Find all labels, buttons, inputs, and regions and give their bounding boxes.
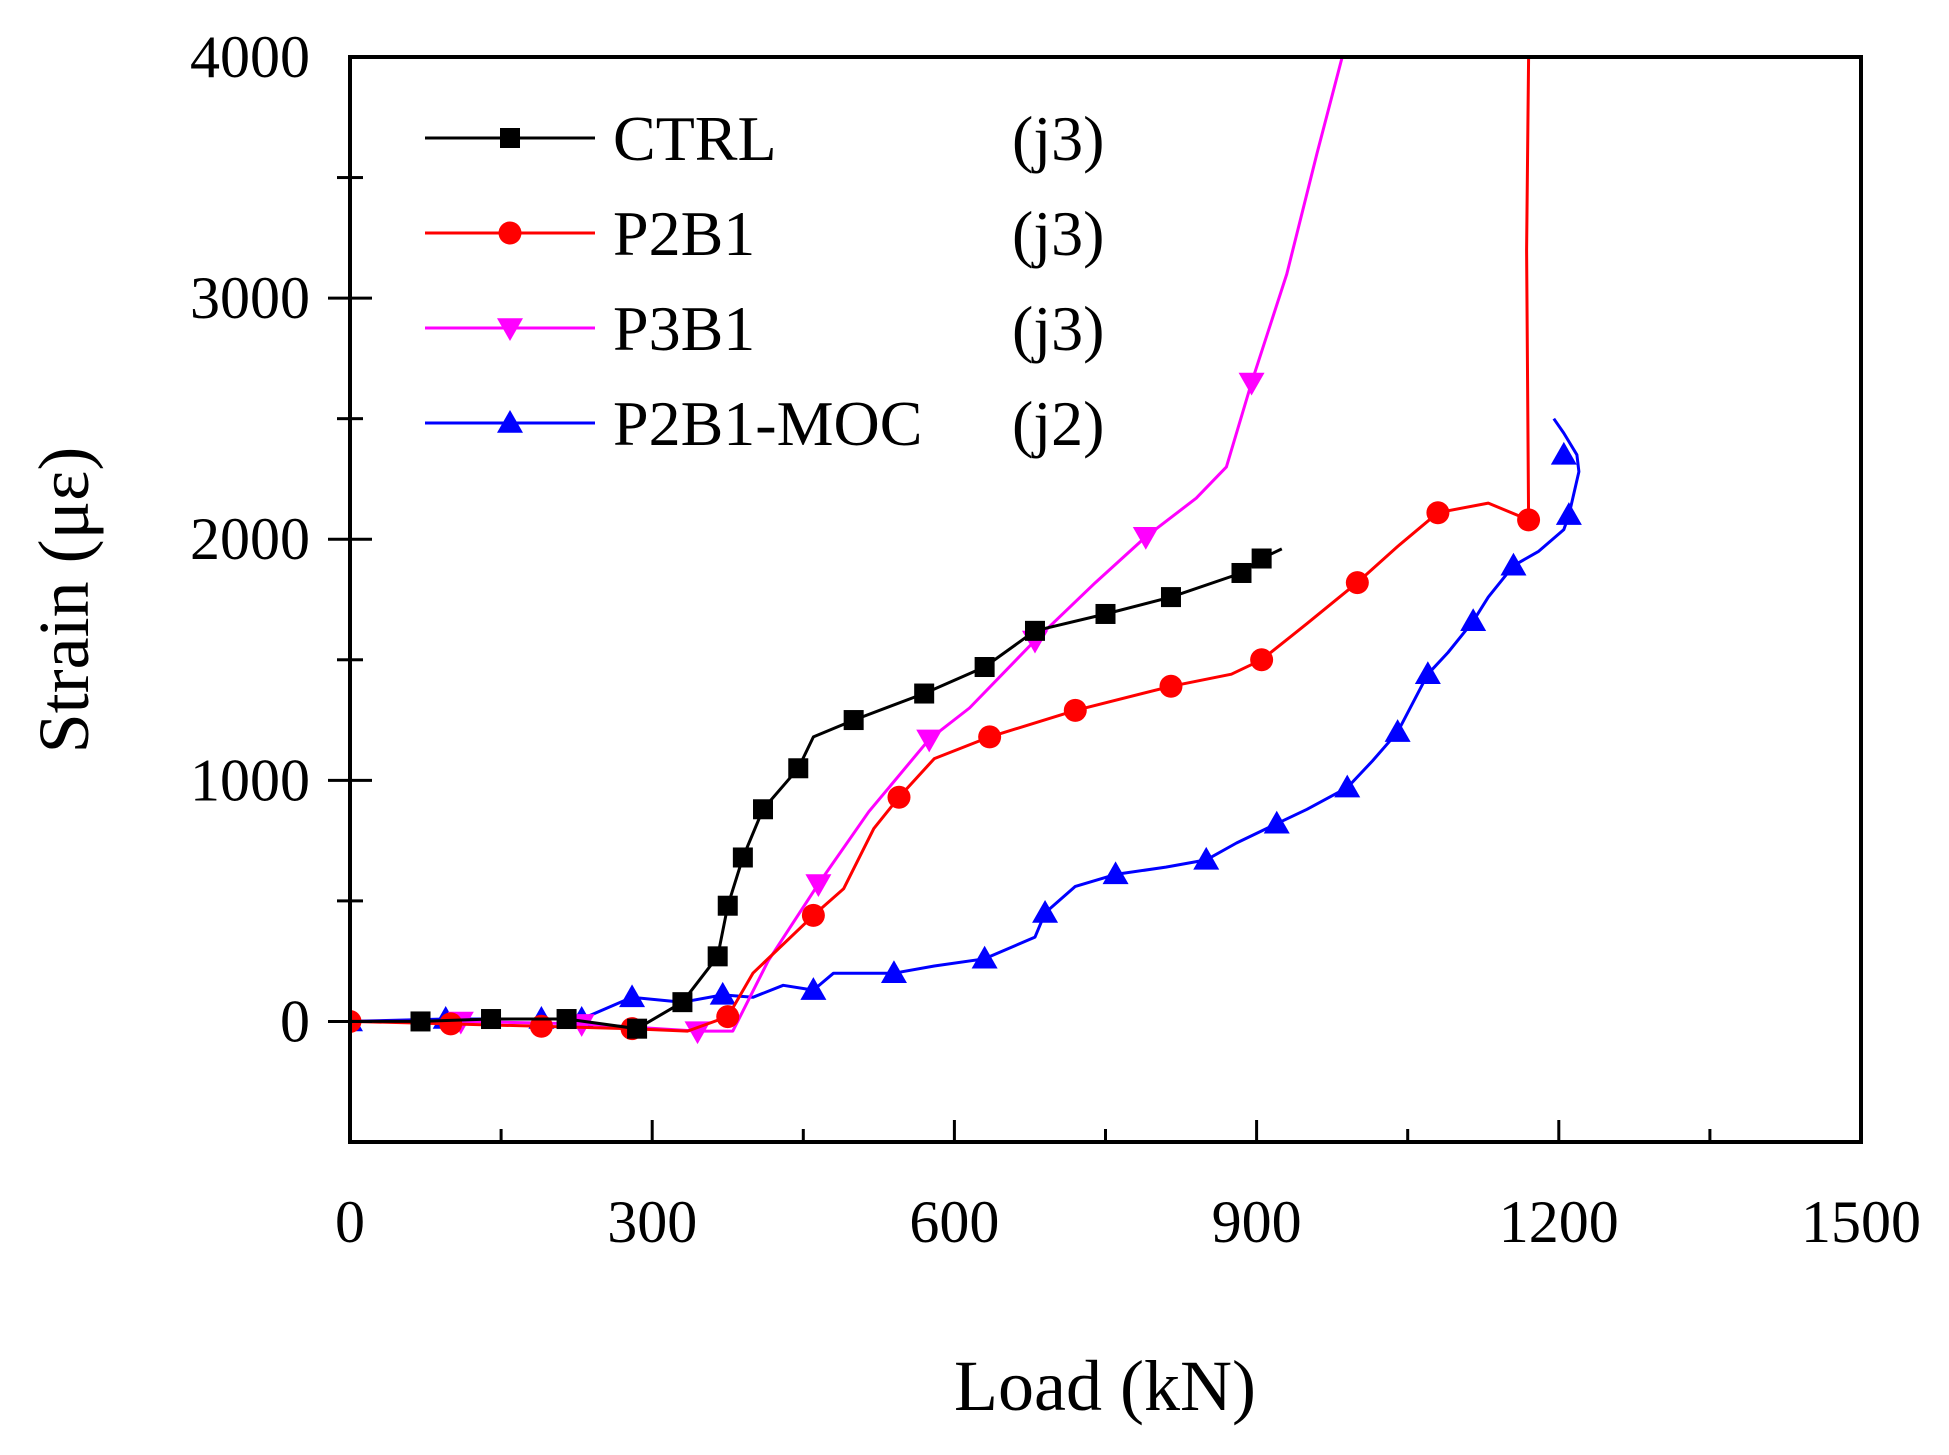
- data-point-p3b1: [1132, 527, 1159, 550]
- data-point-p2b1-moc: [1384, 719, 1411, 742]
- data-point-p3b1: [916, 729, 943, 753]
- data-point-p2b1-moc: [1414, 661, 1441, 684]
- legend-item-ctrl: CTRL (j3): [425, 103, 1104, 174]
- legend-tag: (j3): [1012, 293, 1104, 364]
- data-point-p2b1-moc: [800, 977, 827, 1000]
- x-axis-title: Load (kN): [954, 1346, 1256, 1426]
- x-tick-label: 600: [909, 1189, 999, 1255]
- legend-marker: [498, 221, 522, 245]
- data-point-ctrl: [717, 895, 738, 916]
- data-point-p2b1-moc: [1500, 552, 1527, 576]
- data-layer: [350, 57, 1582, 1045]
- data-point-ctrl: [672, 992, 693, 1013]
- data-point-ctrl: [914, 683, 935, 704]
- data-point-ctrl: [707, 946, 728, 967]
- data-point-p2b1-moc: [709, 981, 736, 1005]
- legend-label: CTRL: [613, 103, 777, 174]
- data-point-p2b1: [1063, 698, 1087, 722]
- y-tick-label: 0: [280, 988, 310, 1054]
- data-point-ctrl: [1231, 562, 1252, 583]
- data-point-p3b1: [805, 874, 832, 898]
- data-point-ctrl: [1095, 603, 1116, 624]
- data-point-ctrl: [627, 1018, 648, 1039]
- data-point-p2b1-moc: [1032, 899, 1059, 923]
- series-p3b1: [350, 57, 1344, 1045]
- data-point-p2b1-moc: [1102, 861, 1129, 885]
- data-point-ctrl: [843, 710, 864, 731]
- y-tick-label: 2000: [190, 506, 310, 572]
- x-tick-label: 900: [1212, 1189, 1302, 1255]
- x-tick-label: 1500: [1801, 1189, 1921, 1255]
- data-point-p2b1: [887, 785, 911, 809]
- data-point-ctrl: [410, 1011, 431, 1032]
- legend-tag: (j2): [1012, 388, 1104, 459]
- data-point-p2b1: [1345, 571, 1369, 595]
- legend-label: P2B1: [613, 198, 755, 269]
- data-point-p2b1-moc: [619, 984, 646, 1008]
- data-point-ctrl: [753, 799, 774, 820]
- data-point-p2b1: [1517, 508, 1541, 532]
- data-point-ctrl: [481, 1009, 502, 1030]
- data-point-p2b1-moc: [1460, 608, 1487, 631]
- legend-item-p2b1-moc: P2B1-MOC (j2): [425, 388, 1104, 459]
- x-tick-label: 1200: [1499, 1189, 1619, 1255]
- data-point-ctrl: [974, 657, 995, 678]
- data-point-ctrl: [1251, 548, 1272, 569]
- x-tick-label: 300: [607, 1189, 697, 1255]
- legend-marker: [497, 410, 523, 433]
- y-tick-label: 4000: [190, 24, 310, 90]
- data-point-ctrl: [788, 758, 809, 779]
- data-point-p2b1-moc: [880, 960, 907, 983]
- legend-label: P2B1-MOC: [613, 388, 922, 459]
- data-point-ctrl: [1160, 587, 1181, 608]
- data-point-p2b1-moc: [971, 945, 998, 969]
- data-point-p2b1: [716, 1005, 740, 1029]
- legend-item-p3b1: P3B1 (j3): [425, 293, 1104, 364]
- axis-ticks: 0 300 600 900 1200 1500 0 1000 2000 3000 4000: [190, 24, 1921, 1255]
- data-point-ctrl: [1024, 620, 1045, 641]
- data-point-p2b1: [978, 725, 1002, 749]
- data-point-ctrl: [556, 1009, 577, 1030]
- data-point-p2b1: [1250, 648, 1274, 672]
- legend-marker: [497, 318, 523, 341]
- data-point-p2b1: [1159, 674, 1183, 698]
- data-point-p2b1: [801, 903, 825, 927]
- data-point-p2b1: [1426, 501, 1450, 525]
- data-point-p2b1-moc: [1193, 846, 1220, 870]
- y-axis-title: Strain (με): [24, 447, 104, 754]
- legend-tag: (j3): [1012, 198, 1104, 269]
- x-tick-label: 0: [335, 1189, 365, 1255]
- series-ctrl: [350, 547, 1283, 1039]
- legend-item-p2b1: P2B1 (j3): [425, 198, 1104, 269]
- legend-marker: [500, 128, 520, 148]
- data-point-p3b1: [684, 1021, 711, 1045]
- y-tick-label: 1000: [190, 747, 310, 813]
- y-tick-label: 3000: [190, 265, 310, 331]
- data-point-p2b1-moc: [1555, 502, 1582, 525]
- legend-label: P3B1: [613, 293, 755, 364]
- data-point-p2b1-moc: [1334, 774, 1361, 798]
- data-point-p2b1-moc: [1550, 441, 1577, 465]
- legend-tag: (j3): [1012, 103, 1104, 174]
- data-point-p2b1-moc: [1263, 810, 1290, 834]
- data-point-p3b1: [1238, 372, 1265, 396]
- data-point-ctrl: [732, 847, 753, 868]
- data-point-p2b1: [439, 1012, 463, 1036]
- data-point-p2b1: [529, 1014, 553, 1038]
- legend: CTRL (j3) P2B1 (j3) P3B1 (j3) P2B1-MOC (j2): [425, 103, 1104, 459]
